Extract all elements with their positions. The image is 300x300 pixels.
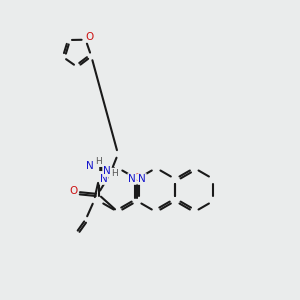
Text: O: O — [69, 186, 77, 196]
Text: N: N — [103, 166, 111, 176]
Text: H: H — [112, 169, 118, 178]
Text: H: H — [94, 157, 101, 166]
Text: O: O — [85, 32, 94, 42]
Text: O: O — [133, 173, 141, 183]
Text: N: N — [86, 161, 94, 171]
Text: N: N — [128, 174, 136, 184]
Text: N: N — [100, 174, 108, 184]
Text: N: N — [138, 174, 146, 184]
